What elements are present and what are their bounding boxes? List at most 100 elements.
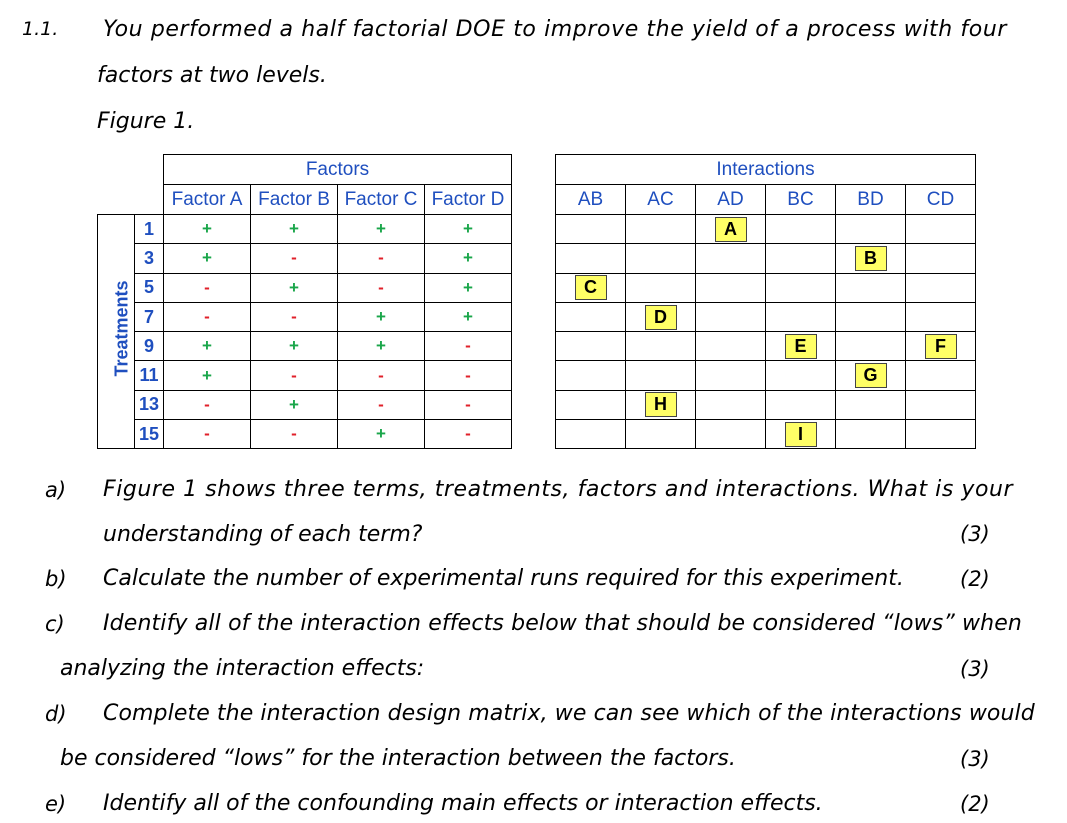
interaction-cell: [695, 419, 766, 450]
col-ab: AB: [555, 184, 626, 215]
factor-sign-cell: +: [424, 272, 512, 303]
interaction-marker: H: [644, 392, 677, 418]
factor-sign-cell: -: [424, 331, 512, 362]
factor-sign-cell: -: [250, 301, 338, 333]
subq-c-line1: Identify all of the interaction effects …: [103, 611, 1023, 636]
interaction-cell: [625, 243, 696, 274]
interaction-cell: D: [625, 301, 696, 333]
factor-row: 9 + + + -: [98, 331, 512, 362]
interaction-cell: [765, 360, 836, 391]
interaction-cell: [765, 213, 836, 245]
interaction-cell: [555, 301, 626, 333]
col-factor-b: Factor B: [250, 184, 338, 215]
factor-sign-cell: -: [424, 419, 512, 450]
interaction-cell: [765, 301, 836, 333]
question-text-line1: You performed a half factorial DOE to im…: [103, 17, 1008, 42]
treatment-number: 11: [134, 360, 164, 391]
factor-sign-cell: -: [163, 419, 251, 450]
factor-sign-cell: -: [163, 272, 251, 303]
interaction-marker: D: [644, 304, 677, 330]
factor-sign-cell: -: [250, 360, 338, 391]
figure-label: Figure 1.: [97, 109, 195, 134]
treatments-label-cell: [97, 213, 135, 450]
interaction-cell: [695, 272, 766, 303]
factor-row: 13- + - -: [98, 389, 512, 421]
interaction-marker: I: [784, 421, 817, 447]
interaction-row: I: [555, 419, 976, 450]
col-factor-c: Factor C: [337, 184, 425, 215]
interaction-row: G: [555, 360, 976, 391]
subq-d-line2: be considered “lows” for the interaction…: [60, 746, 736, 771]
subq-a-line1: Figure 1 shows three terms, treatments, …: [103, 477, 1014, 502]
interaction-marker: F: [924, 333, 957, 359]
interaction-marker: E: [784, 333, 817, 359]
interaction-cell: [555, 389, 626, 421]
subq-e-marks: (2): [960, 792, 990, 816]
interaction-cell: [905, 419, 976, 450]
factor-sign-cell: +: [337, 301, 425, 333]
factor-sign-cell: -: [424, 389, 512, 421]
interaction-cell: [695, 301, 766, 333]
interaction-row: B: [555, 243, 976, 274]
factor-sign-cell: -: [250, 243, 338, 274]
subq-d-marks: (3): [960, 747, 990, 771]
factor-sign-cell: -: [250, 419, 338, 450]
factor-sign-cell: +: [250, 272, 338, 303]
factor-sign-cell: -: [424, 360, 512, 391]
interaction-cell: [835, 301, 906, 333]
factor-sign-cell: +: [163, 243, 251, 274]
interaction-cell: [905, 360, 976, 391]
subq-a-line2: understanding of each term?: [103, 522, 423, 547]
interaction-cell: [835, 331, 906, 362]
subq-b-line1: Calculate the number of experimental run…: [103, 566, 904, 591]
interaction-cell: [765, 389, 836, 421]
interaction-cell: A: [695, 213, 766, 245]
interaction-cell: C: [555, 272, 626, 303]
subq-a-marks: (3): [960, 522, 990, 546]
col-factor-a: Factor A: [163, 184, 251, 215]
interaction-cell: [835, 272, 906, 303]
interaction-row: H: [555, 389, 976, 421]
col-bd: BD: [835, 184, 906, 215]
factor-sign-cell: +: [250, 389, 338, 421]
interaction-cell: [555, 419, 626, 450]
interaction-cell: [835, 213, 906, 245]
interaction-cell: [555, 243, 626, 274]
interaction-row: D: [555, 301, 976, 333]
interaction-marker: G: [854, 363, 887, 389]
interaction-cell: [625, 272, 696, 303]
factor-sign-cell: -: [163, 301, 251, 333]
interaction-cell: E: [765, 331, 836, 362]
treatment-number: 5: [134, 272, 164, 303]
factor-sign-cell: -: [337, 360, 425, 391]
interaction-cell: [555, 213, 626, 245]
factor-sign-cell: -: [337, 272, 425, 303]
interaction-cell: [555, 331, 626, 362]
subq-a-letter: a): [45, 478, 67, 502]
interaction-marker: A: [714, 216, 747, 242]
interaction-cell: G: [835, 360, 906, 391]
question-text-line2: factors at two levels.: [97, 63, 327, 88]
interaction-cell: [625, 213, 696, 245]
factor-sign-cell: -: [337, 389, 425, 421]
factor-sign-cell: +: [337, 213, 425, 245]
factor-row: 15- - + -: [98, 419, 512, 450]
interaction-cell: [835, 389, 906, 421]
interaction-cell: [905, 272, 976, 303]
factor-sign-cell: +: [163, 360, 251, 391]
interaction-cell: I: [765, 419, 836, 450]
question-number: 1.1.: [22, 18, 59, 40]
subq-c-line2: analyzing the interaction effects:: [60, 656, 425, 681]
factor-row: 11 + - - -: [98, 360, 512, 391]
subq-c-marks: (3): [960, 657, 990, 681]
interaction-cell: [625, 331, 696, 362]
subq-b-marks: (2): [960, 567, 990, 591]
factor-row: 3 + - - +: [98, 243, 512, 274]
interaction-cell: [905, 389, 976, 421]
interaction-row: A: [555, 213, 976, 245]
interaction-marker: C: [574, 275, 607, 301]
factor-sign-cell: +: [424, 243, 512, 274]
col-factor-d: Factor D: [424, 184, 512, 215]
